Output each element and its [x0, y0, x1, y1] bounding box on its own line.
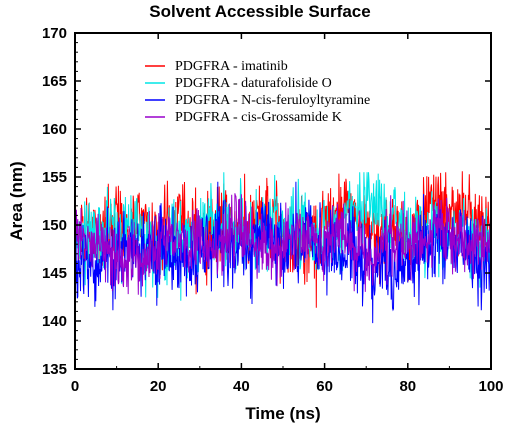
x-tick-label: 60 — [316, 378, 333, 395]
legend-label: PDGFRA - cis-Grossamide K — [175, 110, 342, 125]
legend-label: PDGFRA - daturafoliside O — [175, 76, 332, 91]
legend-label: PDGFRA - N-cis-feruloyltyramine — [175, 93, 370, 108]
y-tick-label: 155 — [42, 169, 67, 186]
legend-label: PDGFRA - imatinib — [175, 59, 288, 74]
x-axis: 0 20 40 60 80 100 — [71, 33, 504, 395]
y-axis-label: Area (nm) — [7, 161, 26, 240]
x-tick-label: 100 — [478, 378, 503, 395]
x-tick-label: 40 — [233, 378, 250, 395]
x-tick-label: 80 — [399, 378, 416, 395]
y-tick-label: 135 — [42, 361, 67, 378]
y-tick-label: 140 — [42, 313, 67, 330]
x-tick-label: 0 — [71, 378, 79, 395]
y-tick-label: 170 — [42, 25, 67, 42]
x-axis-label: Time (ns) — [245, 404, 320, 423]
chart-title: Solvent Accessible Surface — [149, 2, 370, 21]
y-axis: 135 140 145 150 155 160 165 170 — [42, 25, 491, 378]
y-tick-label: 145 — [42, 265, 67, 282]
y-tick-label: 160 — [42, 121, 67, 138]
y-tick-label: 165 — [42, 73, 67, 90]
y-tick-label: 150 — [42, 217, 67, 234]
legend: PDGFRA - imatinib PDGFRA - daturafoliside… — [145, 59, 370, 125]
x-tick-label: 20 — [150, 378, 167, 395]
series-line-4 — [75, 193, 491, 295]
series-lines — [75, 171, 491, 324]
